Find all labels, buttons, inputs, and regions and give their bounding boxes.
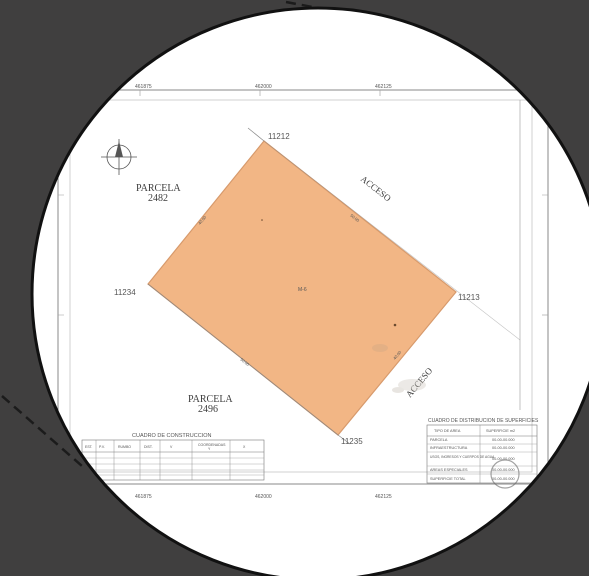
lot-label: M-6 [298, 287, 307, 293]
stamp-seal [490, 459, 520, 489]
construction-col-header: Y [208, 447, 211, 451]
parcel-name: PARCELA [136, 183, 181, 194]
tick-label: 461875 [135, 84, 152, 90]
tick-label: 462000 [255, 494, 272, 500]
edge-length: 50.00 [349, 213, 361, 224]
construction-table-title: CUADRO DE CONSTRUCCION [132, 433, 211, 439]
construction-col-header: COORDENADAS [198, 443, 226, 447]
viewport-ring [30, 6, 589, 576]
scan-smudges [372, 344, 426, 393]
area-row-label: INFRAESTRUCTURA [430, 446, 468, 450]
area-row-value: 00-00-00.000 [492, 446, 515, 450]
tick-label: 462000 [255, 84, 272, 90]
vertex-label: 11235 [341, 437, 363, 446]
area-row-label: AREAS ESPECIALES [430, 468, 468, 472]
edge-length: 40.00 [392, 349, 403, 360]
dashed-callout-line [1, 395, 83, 467]
vertex-label: 11212 [268, 132, 290, 141]
parcel-name: PARCELA [188, 394, 233, 405]
area-row-label: PARCELA [430, 438, 448, 442]
area-col-header: TIPO DE AREA [434, 429, 461, 433]
area-row-value: 00-00-00.000 [492, 438, 515, 442]
construction-col-header: EST. [85, 445, 93, 449]
construction-col-header: RUMBO [118, 445, 131, 449]
construction-col-header: V [170, 445, 173, 449]
area-row-label: USOS, INGRESOS Y CUERPOS DE AGUA [430, 455, 495, 459]
area-row-value: 00-00-00.000 [492, 457, 515, 461]
parcel-number: 2496 [198, 404, 218, 415]
lot-m6[interactable]: M-6 50.00 40.00 50.00 40.00 [147, 127, 521, 445]
parcel-number: 2482 [148, 193, 168, 204]
area-row-value: 00-00-00.000 [492, 477, 515, 481]
tick-label: 462125 [375, 494, 392, 500]
plan-frame [57, 89, 549, 485]
tick-label: 461875 [135, 494, 152, 500]
construction-col-header: P.V. [99, 445, 105, 449]
edge-length: 40.00 [197, 214, 208, 225]
north-arrow-icon [101, 139, 137, 175]
grid-ticks: 461875 462000 462125 461875 462000 46212… [58, 84, 548, 500]
construction-col-header: DIST. [144, 445, 153, 449]
area-row-value: 00-00-00.000 [492, 468, 515, 472]
vertex-label: 11213 [458, 293, 480, 302]
vertex-label: 11234 [114, 288, 136, 297]
plan-inner-frame [69, 99, 533, 473]
area-distribution-table: CUADRO DE DISTRIBUCION DE SUPERFICIES TI… [426, 418, 539, 484]
area-table-title: CUADRO DE DISTRIBUCION DE SUPERFICIES [428, 418, 539, 424]
area-col-header: SUPERFICIE m2 [486, 429, 515, 433]
area-row-label: SUPERFICIE TOTAL [430, 477, 466, 481]
tick-label: 462125 [375, 84, 392, 90]
edge-length: 50.00 [239, 357, 251, 368]
construction-col-header: X [243, 445, 246, 449]
dashed-callout-line-top [285, 0, 319, 10]
